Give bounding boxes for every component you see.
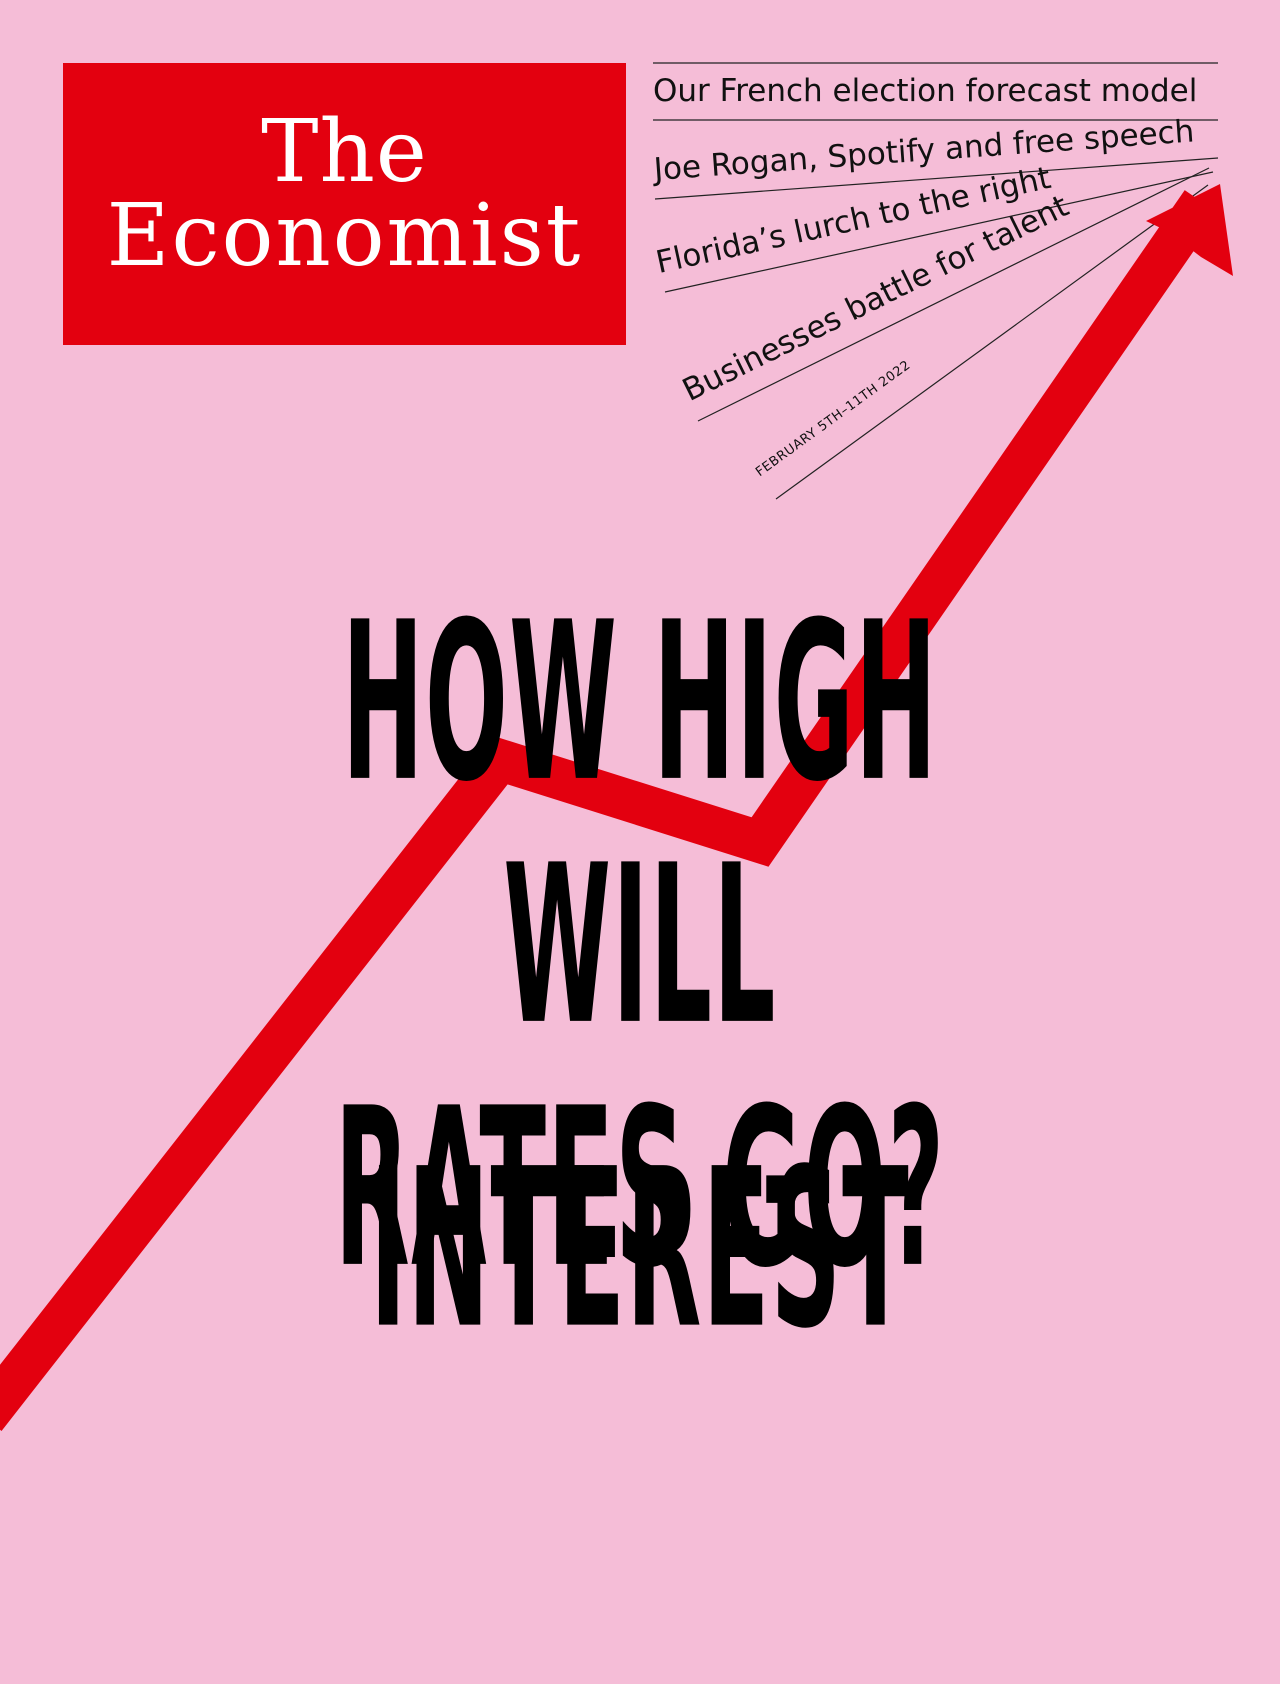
headline-line-3: RATES GO? bbox=[334, 1062, 946, 1317]
masthead-economist: Economist bbox=[106, 186, 583, 286]
rising-arrow-line bbox=[0, 190, 1220, 1431]
teaser-french-election: Our French election forecast model bbox=[653, 73, 1198, 109]
masthead-logo: The Economist bbox=[63, 63, 626, 345]
arrow-head bbox=[1146, 184, 1233, 276]
rule-line bbox=[664, 171, 1214, 293]
headline-line-2: WILL INTEREST bbox=[370, 819, 910, 1378]
rule-line bbox=[697, 167, 1210, 422]
headline-line-1: HOW HIGH bbox=[341, 576, 939, 831]
cover-headline: HOW HIGH WILL INTEREST RATES GO? bbox=[0, 577, 1280, 1378]
rule-line bbox=[654, 157, 1219, 200]
masthead-the: The bbox=[261, 102, 428, 202]
rule-line bbox=[775, 184, 1209, 500]
